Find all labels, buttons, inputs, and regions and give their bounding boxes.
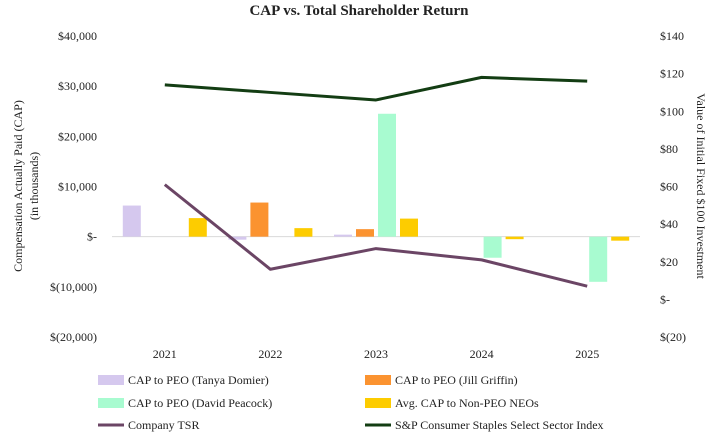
line-company-tsr bbox=[163, 183, 588, 288]
bar-series-group bbox=[122, 113, 630, 282]
bar-cap-to-peo-jill-griffin--2023 bbox=[356, 229, 374, 237]
legend-label: CAP to PEO (Jill Griffin) bbox=[395, 373, 518, 387]
y-left-tick-label: $20,000 bbox=[58, 129, 97, 143]
y-left-tick-label: $10,000 bbox=[58, 180, 97, 194]
y-right-tick-label: $60 bbox=[660, 180, 678, 194]
y-left-tick-label: $30,000 bbox=[58, 79, 97, 93]
y-right-tick-label: $40 bbox=[660, 217, 678, 231]
y-left-axis-label: Compensation Actually Paid (CAP) bbox=[11, 100, 25, 272]
y-right-tick-label: $- bbox=[660, 292, 670, 306]
bar-avg-cap-to-non-peo-neos-2021 bbox=[188, 218, 207, 237]
legend-swatch bbox=[98, 398, 124, 408]
x-tick-label: 2022 bbox=[258, 347, 282, 361]
y-right-tick-label: $140 bbox=[660, 29, 684, 43]
y-right-axis-label: Value of Initial Fixed $100 Investment bbox=[694, 93, 708, 279]
line-series-group bbox=[163, 75, 588, 288]
bar-cap-to-peo-david-peacock--2023 bbox=[378, 113, 396, 237]
chart-legend: CAP to PEO (Tanya Domier) CAP to PEO (Jil… bbox=[98, 373, 604, 432]
chart-title: CAP vs. Total Shareholder Return bbox=[249, 3, 469, 19]
bar-cap-to-peo-jill-griffin--2022 bbox=[250, 202, 269, 237]
x-tick-label: 2023 bbox=[364, 347, 388, 361]
bar-cap-to-peo-tanya-domier--2023 bbox=[334, 234, 352, 237]
bar-avg-cap-to-non-peo-neos-2024 bbox=[505, 236, 524, 240]
bar-avg-cap-to-non-peo-neos-2023 bbox=[400, 218, 418, 237]
y-right-tick-label: $80 bbox=[660, 142, 678, 156]
y-left-tick-label: $(20,000) bbox=[50, 330, 97, 344]
legend-swatch bbox=[365, 398, 391, 408]
bar-cap-to-peo-david-peacock--2024 bbox=[483, 236, 502, 258]
legend-label: Company TSR bbox=[128, 418, 199, 432]
x-tick-label: 2025 bbox=[575, 347, 599, 361]
legend-swatch bbox=[98, 375, 124, 385]
x-tick-label: 2024 bbox=[470, 347, 494, 361]
x-axis-ticks: 2021 2022 2023 2024 2025 bbox=[153, 347, 599, 361]
legend-label: Avg. CAP to Non-PEO NEOs bbox=[395, 396, 539, 410]
bar-cap-to-peo-david-peacock--2025 bbox=[589, 236, 608, 282]
y-left-tick-label: $40,000 bbox=[58, 29, 97, 43]
line-s-p-consumer-staples-select-sector-index bbox=[164, 75, 588, 102]
y-right-tick-label: $100 bbox=[660, 104, 684, 118]
y-left-axis-label-units: (in thousands) bbox=[27, 152, 41, 220]
legend-label: CAP to PEO (Tanya Domier) bbox=[128, 373, 269, 387]
x-tick-label: 2021 bbox=[153, 347, 177, 361]
y-right-tick-label: $20 bbox=[660, 255, 678, 269]
bar-cap-to-peo-tanya-domier--2021 bbox=[122, 205, 141, 237]
y-left-tick-label: $(10,000) bbox=[50, 280, 97, 294]
bar-cap-to-peo-tanya-domier--2022 bbox=[228, 236, 247, 240]
y-left-tick-label: $- bbox=[87, 230, 97, 244]
bar-avg-cap-to-non-peo-neos-2025 bbox=[611, 236, 630, 241]
legend-swatch bbox=[365, 375, 391, 385]
bar-avg-cap-to-non-peo-neos-2022 bbox=[294, 228, 313, 237]
legend-label: CAP to PEO (David Peacock) bbox=[128, 396, 272, 410]
legend-label: S&P Consumer Staples Select Sector Index bbox=[395, 418, 604, 432]
y-left-axis-ticks: $40,000 $30,000 $20,000 $10,000 $- $(10,000) $… bbox=[50, 29, 97, 344]
y-right-axis-ticks: $140 $120 $100 $80 $60 $40 $20 $- $(20) bbox=[660, 29, 686, 344]
y-right-tick-label: $(20) bbox=[660, 330, 686, 344]
y-right-tick-label: $120 bbox=[660, 67, 684, 81]
